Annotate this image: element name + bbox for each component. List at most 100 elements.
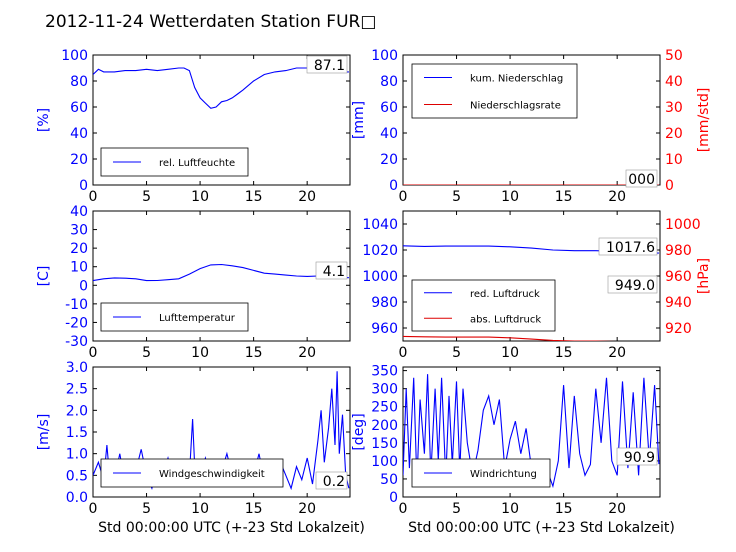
current-value-box [607,275,658,294]
x-tick-label: 15 [555,501,573,517]
y2-tick-label: 10 [665,152,683,168]
x-tick-label: 5 [452,501,461,517]
y-tick-label: 0 [389,178,398,194]
x-tick-label: 10 [501,501,519,517]
y-tick-label: 20 [380,152,398,168]
x-tick-label: 10 [501,345,519,361]
y-tick-label: 100 [371,454,398,470]
x-tick-label: 15 [245,345,263,361]
x-tick-label: 10 [501,189,519,205]
y-tick-label: 350 [371,364,398,380]
y-tick-label: 250 [371,400,398,416]
x-tick-label: 20 [298,189,316,205]
y2-tick-label: 920 [665,321,692,337]
series-line-1 [403,374,660,489]
legend-label: Lufttemperatur [159,313,236,324]
x-tick-label: 0 [399,501,408,517]
x-tick-label: 15 [245,189,263,205]
series-line-1 [93,263,349,282]
legend: rel. Luftfeuchte [100,147,249,177]
y2-tick-label: 980 [665,243,692,259]
x-tick-label: 20 [298,345,316,361]
current-value-box [306,55,348,74]
x-tick-label: 15 [555,189,573,205]
y-tick-label: 980 [371,295,398,311]
legend-label: rel. Luftfeuchte [159,158,235,169]
y-tick-label: 60 [380,100,398,116]
y-tick-label: 3.0 [66,360,88,376]
legend: Windgeschwindigkeit [100,458,284,488]
y-tick-label: 40 [70,126,88,142]
y-tick-label: 10 [70,260,88,276]
x-tick-label: 0 [89,345,98,361]
panel-precipitation: 0 5 10 15 20 0 20 40 60 80 100 0 10 20 30 40 50 [mm] [mm/s… [351,48,712,205]
y-tick-label: 2.5 [66,382,88,398]
y-tick-label: -30 [65,334,88,350]
y-axis-label: [C] [36,266,52,287]
x-tick-label: 10 [191,345,209,361]
x-tick-label: 5 [142,345,151,361]
y-tick-label: 1020 [362,243,398,259]
x-tick-label: 5 [452,345,461,361]
current-value: 000 [628,172,655,188]
y-tick-label: 1.5 [66,425,88,441]
y2-tick-label: 1000 [665,217,701,233]
y2-axis-label: [mm/std] [696,88,712,153]
x-tick-label: 0 [89,501,98,517]
legend-label: Windgeschwindigkeit [159,469,265,480]
y-tick-label: 1000 [362,269,398,285]
current-value-box [315,471,348,490]
x-tick-label: 10 [191,189,209,205]
current-value: 949.0 [615,278,655,294]
y2-tick-label: 20 [665,126,683,142]
x-tick-label: 0 [89,189,98,205]
y-tick-label: 300 [371,382,398,398]
y2-axis-label: [hPa] [696,258,712,294]
current-value-box [616,447,658,466]
legend-label: red. Luftdruck [470,289,540,300]
y-tick-label: 40 [70,204,88,220]
series-line-2 [403,335,616,341]
y-tick-label: 2.0 [66,403,88,419]
y-axis-label: [deg] [351,413,367,450]
x-tick-label: 20 [298,501,316,517]
x-axis-label: Std 00:00:00 UTC (+-23 Std Lokalzeit) [408,520,675,536]
legend-box [411,63,578,119]
current-value-box [598,237,658,256]
legend: Lufttemperatur [100,302,249,332]
y2-tick-label: 940 [665,295,692,311]
x-tick-label: 5 [452,189,461,205]
y2-tick-label: 0 [665,178,674,194]
x-tick-label: 15 [555,345,573,361]
current-value: 87.1 [314,58,345,74]
x-tick-label: 20 [608,345,626,361]
current-value-box [625,169,658,188]
panel-wind_speed: 0 5 10 15 20 0.0 0.5 1.0 1.5 2.0 2.5 3.0 [m/s] Std 00… [36,360,365,536]
y-tick-label: 1040 [362,217,398,233]
y-tick-label: 60 [70,100,88,116]
current-value: 1017.6 [606,240,655,256]
x-axis-label: Std 00:00:00 UTC (+-23 Std Lokalzeit) [98,520,365,536]
y-tick-label: 20 [70,241,88,257]
legend-label: kum. Niederschlag [470,74,563,85]
y-tick-label: 100 [371,48,398,64]
y-tick-label: 960 [371,321,398,337]
y-tick-label: -10 [65,297,88,313]
x-tick-label: 20 [608,501,626,517]
current-value: 4.1 [323,264,345,280]
current-value-box [315,261,348,280]
panel-humidity: 0 5 10 15 20 0 20 40 60 80 100 [%] rel. Luftfeuchte 8… [36,48,351,205]
y-tick-label: 0 [79,178,88,194]
y-tick-label: 0.0 [66,490,88,506]
x-tick-label: 0 [399,345,408,361]
current-value: 0.2 [323,474,345,490]
legend: kum. Niederschlag Niederschlagsrate [411,63,578,119]
x-tick-label: 0 [399,189,408,205]
y2-tick-label: 30 [665,100,683,116]
legend: red. Luftdruck abs. Luftdruck [411,279,556,332]
y-axis-label: [mm] [351,101,367,139]
y-tick-label: 1.0 [66,447,88,463]
